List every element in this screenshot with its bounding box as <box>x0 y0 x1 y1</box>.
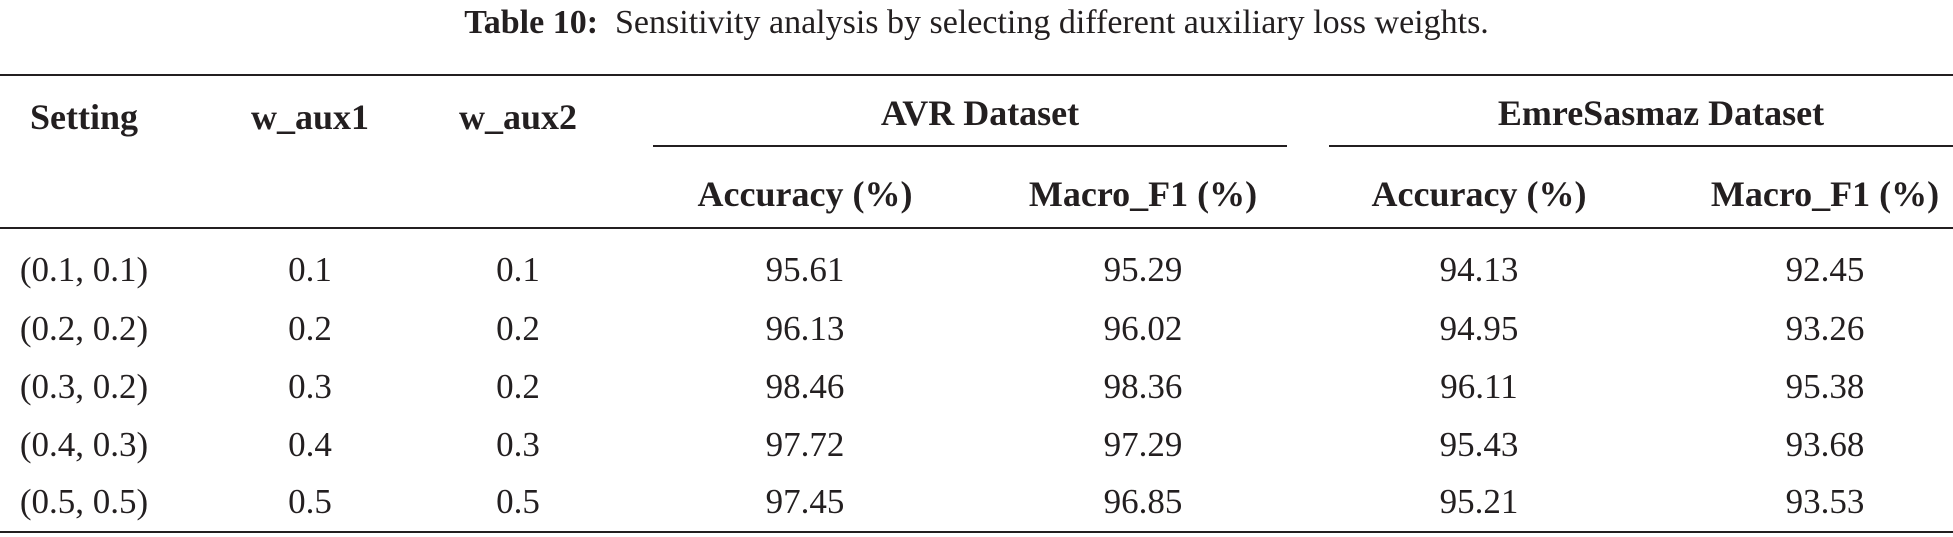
cell-emresasmaz-accuracy: 95.43 <box>1439 425 1519 464</box>
cell-emresasmaz-accuracy: 96.11 <box>1440 367 1518 406</box>
cell-emresasmaz-accuracy: 94.13 <box>1439 250 1519 289</box>
header-avr-macro-f1: Macro_F1 (%) <box>1028 174 1258 214</box>
cell-emresasmaz-accuracy: 94.95 <box>1439 309 1519 348</box>
cell-w-aux1: 0.3 <box>288 367 332 406</box>
cell-avr-accuracy: 97.45 <box>765 482 845 521</box>
header-avr-accuracy: Accuracy (%) <box>697 174 913 214</box>
cell-w-aux2: 0.2 <box>496 309 540 348</box>
header-emresasmaz-accuracy: Accuracy (%) <box>1371 174 1587 214</box>
caption-label: Table 10: <box>464 4 599 41</box>
top-rule <box>0 74 1953 76</box>
header-emresasmaz-dataset: EmreSasmaz Dataset <box>1497 93 1825 133</box>
cell-setting: (0.4, 0.3) <box>19 425 149 464</box>
cell-w-aux1: 0.5 <box>288 482 332 521</box>
cell-emresasmaz-macro-f1: 95.38 <box>1785 367 1865 406</box>
cell-emresasmaz-macro-f1: 93.26 <box>1785 309 1865 348</box>
cell-emresasmaz-macro-f1: 93.53 <box>1785 482 1865 521</box>
header-w-aux2: w_aux2 <box>458 97 578 137</box>
cell-setting: (0.1, 0.1) <box>19 250 149 289</box>
header-avr-dataset: AVR Dataset <box>880 93 1080 133</box>
cell-avr-macro-f1: 96.02 <box>1103 309 1183 348</box>
header-w-aux1: w_aux1 <box>250 97 370 137</box>
header-setting: Setting <box>30 97 138 137</box>
cell-setting: (0.2, 0.2) <box>19 309 149 348</box>
cell-avr-macro-f1: 98.36 <box>1103 367 1183 406</box>
cell-avr-accuracy: 96.13 <box>765 309 845 348</box>
cell-avr-accuracy: 95.61 <box>765 250 845 289</box>
caption-text: Sensitivity analysis by selecting differ… <box>615 4 1489 41</box>
cell-avr-macro-f1: 95.29 <box>1103 250 1183 289</box>
cell-w-aux2: 0.1 <box>496 250 540 289</box>
cell-w-aux2: 0.5 <box>496 482 540 521</box>
emresasmaz-group-rule <box>1329 145 1953 147</box>
cell-w-aux1: 0.2 <box>288 309 332 348</box>
avr-group-rule <box>653 145 1287 147</box>
header-emresasmaz-macro-f1: Macro_F1 (%) <box>1710 174 1940 214</box>
cell-setting: (0.5, 0.5) <box>19 482 149 521</box>
cell-w-aux2: 0.2 <box>496 367 540 406</box>
cell-avr-macro-f1: 97.29 <box>1103 425 1183 464</box>
table-caption: Table 10: Sensitivity analysis by select… <box>0 2 1953 44</box>
header-rule <box>0 227 1953 229</box>
bottom-rule <box>0 531 1953 533</box>
cell-avr-accuracy: 97.72 <box>765 425 845 464</box>
cell-setting: (0.3, 0.2) <box>19 367 149 406</box>
cell-emresasmaz-macro-f1: 93.68 <box>1785 425 1865 464</box>
cell-avr-macro-f1: 96.85 <box>1103 482 1183 521</box>
cell-emresasmaz-accuracy: 95.21 <box>1439 482 1519 521</box>
cell-w-aux1: 0.4 <box>288 425 332 464</box>
cell-w-aux1: 0.1 <box>288 250 332 289</box>
cell-avr-accuracy: 98.46 <box>765 367 845 406</box>
cell-emresasmaz-macro-f1: 92.45 <box>1785 250 1865 289</box>
cell-w-aux2: 0.3 <box>496 425 540 464</box>
